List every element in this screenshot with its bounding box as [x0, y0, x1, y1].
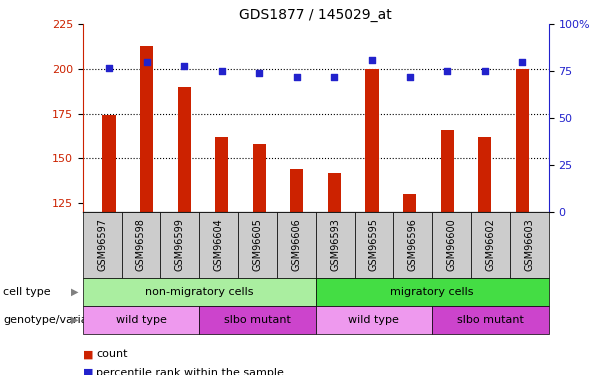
Text: genotype/variation: genotype/variation: [3, 315, 109, 325]
Text: GSM96600: GSM96600: [447, 218, 457, 271]
Bar: [403, 194, 416, 212]
Text: cell type: cell type: [3, 286, 51, 297]
Text: slbo mutant: slbo mutant: [224, 315, 291, 325]
Text: ■: ■: [83, 350, 93, 359]
Point: [330, 74, 340, 80]
Text: wild type: wild type: [116, 315, 166, 325]
Point: [104, 64, 114, 70]
Text: GSM96599: GSM96599: [175, 218, 185, 271]
Text: migratory cells: migratory cells: [390, 286, 474, 297]
Point: [443, 68, 452, 74]
Bar: [102, 116, 116, 212]
Bar: [441, 130, 454, 212]
Bar: [365, 69, 379, 212]
Point: [367, 57, 377, 63]
Text: ▶: ▶: [70, 315, 78, 325]
Bar: [291, 169, 303, 212]
Text: ■: ■: [83, 368, 93, 375]
Text: GSM96597: GSM96597: [97, 218, 107, 271]
Point: [179, 63, 189, 69]
Text: GSM96604: GSM96604: [214, 218, 224, 271]
Text: GSM96606: GSM96606: [291, 218, 301, 271]
Text: slbo mutant: slbo mutant: [457, 315, 524, 325]
Text: GSM96593: GSM96593: [330, 218, 340, 271]
Text: GSM96603: GSM96603: [524, 218, 534, 271]
Text: GSM96598: GSM96598: [136, 218, 146, 271]
Point: [405, 74, 414, 80]
Text: count: count: [96, 350, 128, 359]
Bar: [178, 87, 191, 212]
Text: GSM96605: GSM96605: [253, 218, 262, 271]
Point: [254, 70, 264, 76]
Bar: [328, 172, 341, 212]
Text: ▶: ▶: [70, 286, 78, 297]
Bar: [516, 69, 529, 212]
Bar: [140, 46, 153, 212]
Point: [142, 59, 151, 65]
Point: [517, 59, 527, 65]
Text: GSM96596: GSM96596: [408, 218, 417, 271]
Bar: [478, 137, 492, 212]
Text: wild type: wild type: [349, 315, 399, 325]
Text: GSM96595: GSM96595: [369, 218, 379, 271]
Point: [217, 68, 227, 74]
Text: percentile rank within the sample: percentile rank within the sample: [96, 368, 284, 375]
Bar: [253, 144, 266, 212]
Point: [480, 68, 490, 74]
Title: GDS1877 / 145029_at: GDS1877 / 145029_at: [239, 8, 392, 22]
Text: non-migratory cells: non-migratory cells: [145, 286, 253, 297]
Text: GSM96602: GSM96602: [485, 218, 495, 271]
Bar: [215, 137, 229, 212]
Point: [292, 74, 302, 80]
